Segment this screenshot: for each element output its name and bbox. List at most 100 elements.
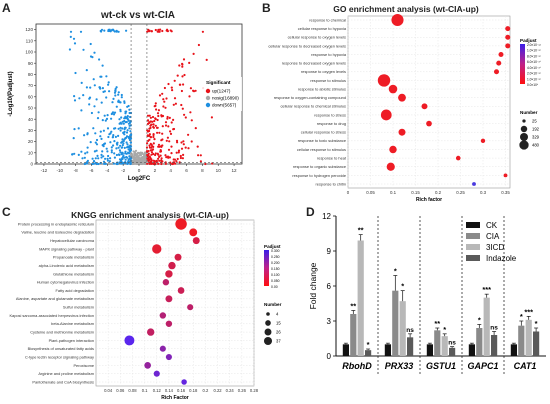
x-tick-label: -4 <box>105 168 110 173</box>
volcano-point <box>162 98 165 101</box>
volcano-point <box>157 157 160 160</box>
volcano-point <box>148 114 151 117</box>
volcano-point <box>72 37 76 40</box>
volcano-point <box>125 141 128 144</box>
volcano-point <box>148 129 151 133</box>
bar <box>434 330 441 356</box>
volcano-point <box>179 83 182 86</box>
volcano-point <box>114 135 117 138</box>
volcano-point <box>158 155 161 158</box>
significance-label: ** <box>434 319 440 328</box>
volcano-point <box>97 162 100 166</box>
volcano-point <box>172 103 175 106</box>
volcano-point <box>157 143 161 146</box>
kegg-x-tick-label: 0.08 <box>128 388 137 393</box>
volcano-point <box>148 144 151 147</box>
volcano-point <box>175 160 178 163</box>
volcano-point <box>157 30 160 33</box>
kegg-bubble <box>192 237 200 245</box>
volcano-point <box>166 117 169 120</box>
kegg-colorbar-tick: 0.050 <box>271 279 280 283</box>
volcano-point <box>210 116 213 119</box>
volcano-point <box>157 109 160 112</box>
volcano-point <box>114 89 117 92</box>
bar-y-tick-label: 9 <box>327 247 332 256</box>
volcano-point <box>112 162 115 165</box>
bar <box>407 337 414 356</box>
go-size-marker <box>519 140 529 150</box>
y-tick-label: 90 <box>28 61 34 66</box>
panel-label-b: B <box>262 1 271 15</box>
volcano-point <box>126 143 129 146</box>
volcano-point <box>104 157 107 160</box>
volcano-point <box>95 98 98 101</box>
volcano-point <box>154 162 157 166</box>
volcano-point <box>182 83 185 86</box>
volcano-point <box>99 161 102 165</box>
kegg-bubble <box>162 279 170 286</box>
volcano-point <box>122 139 125 143</box>
volcano-point <box>127 148 130 151</box>
go-term-label: response to oxygen-containing compound <box>274 95 346 100</box>
volcano-point <box>119 159 123 162</box>
volcano-point <box>157 28 160 31</box>
volcano-point <box>150 30 153 33</box>
kegg-bubble <box>146 328 155 336</box>
significance-label: * <box>535 319 538 328</box>
volcano-point <box>144 151 147 154</box>
volcano-point <box>148 155 151 158</box>
volcano-point <box>115 105 118 108</box>
go-x-tick-label: 0 <box>347 190 350 195</box>
volcano-point <box>80 81 83 84</box>
go-term-label: response to oxygen levels <box>301 69 346 74</box>
volcano-point <box>183 73 186 77</box>
panel-label-a: A <box>2 1 11 15</box>
volcano-point <box>73 128 76 131</box>
volcano-point <box>90 111 93 115</box>
volcano-point <box>158 159 161 162</box>
volcano-point <box>157 162 160 165</box>
volcano-point <box>201 30 204 33</box>
kegg-pathway-label: Biosynthesis of unsaturated fatty acids <box>28 346 94 351</box>
x-tick-label: -6 <box>89 168 94 173</box>
legend-marker <box>205 95 211 101</box>
volcano-point <box>113 111 117 114</box>
go-term-label: cellular response to chemical stimulus <box>280 104 346 109</box>
bar <box>491 335 498 356</box>
kegg-x-tick-label: 0.14 <box>165 388 174 393</box>
volcano-point <box>91 157 94 160</box>
bar <box>518 325 525 356</box>
kegg-bubble <box>189 228 198 237</box>
volcano-point <box>164 124 168 127</box>
volcano-point <box>106 114 109 117</box>
volcano-point <box>132 159 136 162</box>
kegg-pathway-label: Valine, leucine and isoleucine degradati… <box>21 230 94 235</box>
volcano-point <box>73 42 77 45</box>
y-tick-label: 30 <box>28 128 34 133</box>
bar <box>468 344 475 356</box>
volcano-point <box>146 153 149 157</box>
volcano-point <box>69 35 72 39</box>
volcano-point <box>129 145 133 148</box>
bar <box>476 328 483 356</box>
volcano-point <box>101 87 104 90</box>
kegg-colorbar-tick: 0.200 <box>271 261 280 265</box>
volcano-point <box>124 161 127 164</box>
volcano-point <box>99 135 102 138</box>
volcano-point <box>151 148 155 151</box>
volcano-point <box>199 154 202 157</box>
volcano-point <box>158 94 162 97</box>
go-x-tick-label: 0.25 <box>456 190 465 195</box>
volcano-point <box>92 127 95 130</box>
volcano-point <box>108 160 111 163</box>
volcano-point <box>85 86 88 89</box>
bar <box>357 240 364 356</box>
volcano-point <box>121 138 124 141</box>
volcano-point <box>147 152 150 155</box>
legend-label: up(1247) <box>212 89 231 94</box>
kegg-size-marker <box>265 320 271 326</box>
volcano-point <box>154 117 157 120</box>
volcano-point <box>181 157 184 160</box>
kegg-bubble <box>165 320 173 327</box>
volcano-point <box>188 61 191 64</box>
